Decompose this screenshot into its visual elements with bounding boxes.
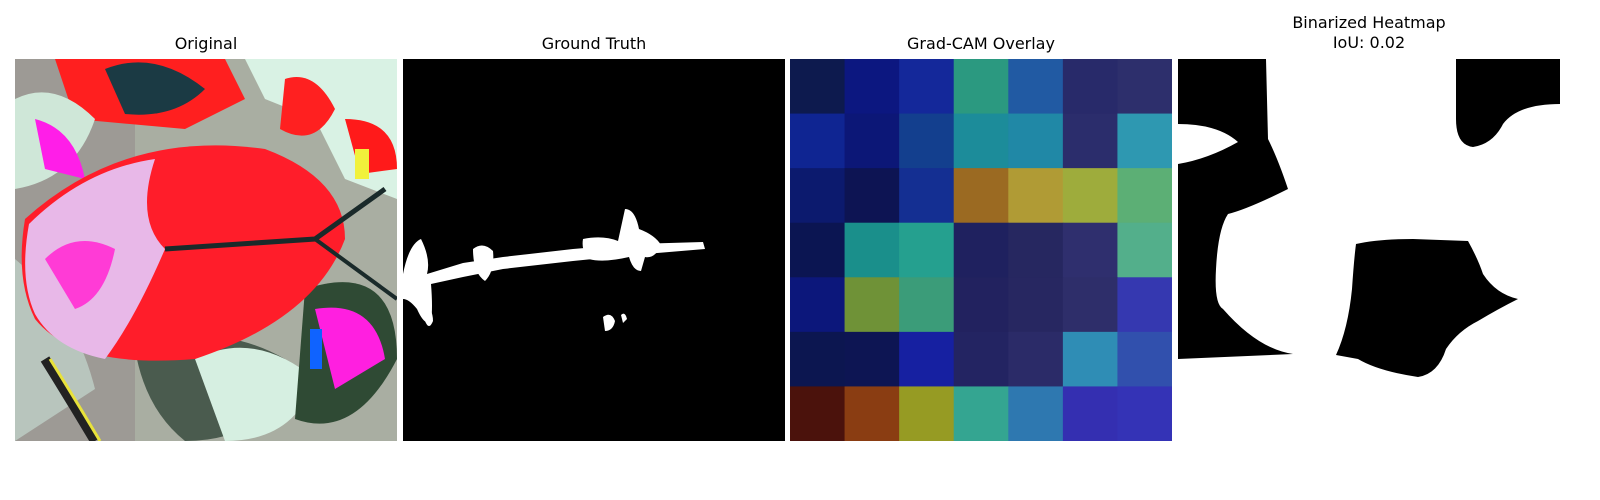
heatmap-cell-r0-c2 (899, 59, 955, 115)
panel-title-gradcam-overlay: Grad-CAM Overlay (907, 34, 1055, 53)
binarized-heatmap-title: Binarized Heatmap (1292, 13, 1446, 32)
gradcam-overlay (790, 59, 1172, 441)
heatmap-cell-r3-c6 (1117, 222, 1172, 278)
heatmap-cell-r5-c4 (1008, 331, 1064, 387)
heatmap-cell-r1-c6 (1117, 113, 1172, 169)
heatmap-cell-r3-c2 (899, 222, 955, 278)
heatmap-cell-r2-c6 (1117, 168, 1172, 224)
heatmap-cell-r3-c5 (1062, 222, 1118, 278)
gradcam-overlay-grid (790, 59, 1172, 441)
heatmap-cell-r2-c4 (1008, 168, 1064, 224)
binarized-heatmap-render (1178, 59, 1560, 441)
heatmap-cell-r0-c6 (1117, 59, 1172, 115)
heatmap-cell-r5-c5 (1062, 331, 1118, 387)
heatmap-cell-r1-c5 (1062, 113, 1118, 169)
heatmap-cell-r1-c1 (844, 113, 900, 169)
heatmap-cell-r1-c2 (899, 113, 955, 169)
heatmap-cell-r0-c0 (790, 59, 846, 115)
heatmap-cell-r2-c2 (899, 168, 955, 224)
original-image (15, 59, 397, 441)
panel-title-ground-truth: Ground Truth (541, 34, 647, 53)
heatmap-cell-r3-c4 (1008, 222, 1064, 278)
heatmap-cell-r2-c5 (1062, 168, 1118, 224)
heatmap-cell-r6-c4 (1008, 386, 1064, 441)
heatmap-cell-r4-c5 (1062, 277, 1118, 333)
heatmap-cell-r1-c0 (790, 113, 846, 169)
ground-truth-mask (403, 59, 785, 441)
heatmap-cell-r4-c6 (1117, 277, 1172, 333)
heatmap-cell-r6-c1 (844, 386, 900, 441)
heatmap-cell-r6-c2 (899, 386, 955, 441)
heatmap-cell-r3-c3 (953, 222, 1009, 278)
heatmap-cell-r6-c0 (790, 386, 846, 441)
heatmap-cell-r2-c1 (844, 168, 900, 224)
heatmap-cell-r1-c4 (1008, 113, 1064, 169)
heatmap-cell-r5-c1 (844, 331, 900, 387)
ground-truth-mask-render (403, 59, 785, 441)
heatmap-cell-r5-c2 (899, 331, 955, 387)
heatmap-cell-r6-c5 (1062, 386, 1118, 441)
iou-value: IoU: 0.02 (1332, 33, 1406, 52)
heatmap-cell-r1-c3 (953, 113, 1009, 169)
panel-title-original: Original (174, 34, 238, 53)
heatmap-cell-r5-c6 (1117, 331, 1172, 387)
heatmap-cell-r5-c0 (790, 331, 846, 387)
heatmap-cell-r6-c6 (1117, 386, 1172, 441)
heatmap-cell-r4-c2 (899, 277, 955, 333)
heatmap-cell-r6-c3 (953, 386, 1009, 441)
heatmap-cell-r2-c3 (953, 168, 1009, 224)
heatmap-cell-r0-c3 (953, 59, 1009, 115)
original-image-render (15, 59, 397, 441)
heatmap-cell-r3-c1 (844, 222, 900, 278)
binarized-heatmap (1178, 59, 1560, 441)
heatmap-cell-r3-c0 (790, 222, 846, 278)
heatmap-cell-r2-c0 (790, 168, 846, 224)
heatmap-cell-r0-c4 (1008, 59, 1064, 115)
heatmap-cell-r0-c1 (844, 59, 900, 115)
heatmap-cell-r0-c5 (1062, 59, 1118, 115)
panel-title-binarized-heatmap: Binarized Heatmap IoU: 0.02 (1178, 13, 1560, 53)
heatmap-cell-r4-c0 (790, 277, 846, 333)
heatmap-cell-r4-c1 (844, 277, 900, 333)
heatmap-cell-r5-c3 (953, 331, 1009, 387)
heatmap-cell-r4-c3 (953, 277, 1009, 333)
heatmap-cell-r4-c4 (1008, 277, 1064, 333)
